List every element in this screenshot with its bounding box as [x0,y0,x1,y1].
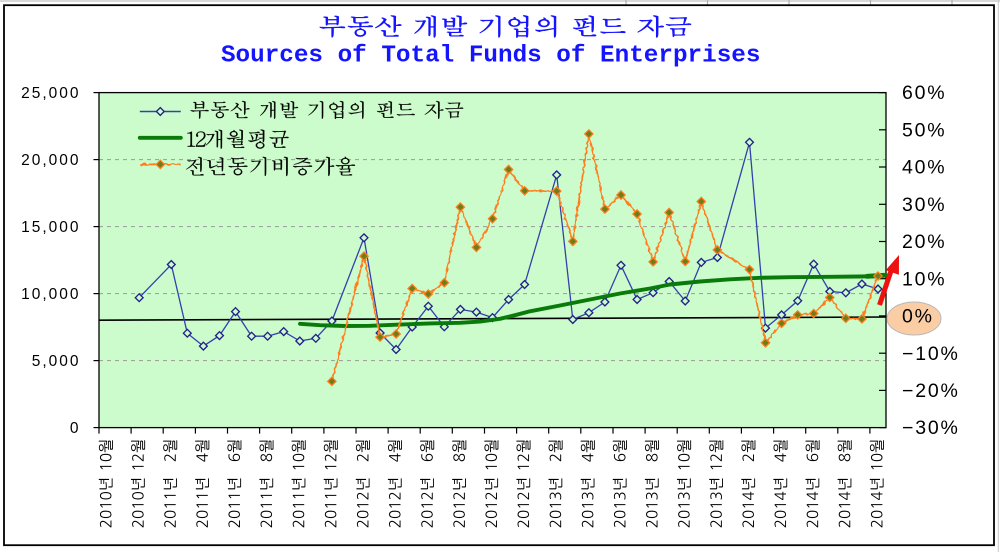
svg-text:10,000: 10,000 [21,286,80,303]
svg-text:20,000: 20,000 [21,152,80,169]
svg-text:0%: 0% [902,306,934,328]
svg-text:−30%: −30% [902,417,960,439]
svg-text:25,000: 25,000 [21,85,80,102]
svg-text:60%: 60% [902,82,946,104]
svg-text:30%: 30% [902,194,946,216]
svg-text:−10%: −10% [902,343,960,365]
svg-text:5,000: 5,000 [32,353,81,370]
svg-text:20%: 20% [902,231,946,253]
svg-text:10%: 10% [902,268,946,290]
svg-text:0: 0 [70,420,81,437]
svg-text:Sources of Total Funds of Ente: Sources of Total Funds of Enterprises [221,43,760,70]
svg-text:15,000: 15,000 [21,219,80,236]
svg-text:50%: 50% [902,119,946,141]
svg-text:−20%: −20% [902,380,960,402]
svg-text:40%: 40% [902,157,946,179]
